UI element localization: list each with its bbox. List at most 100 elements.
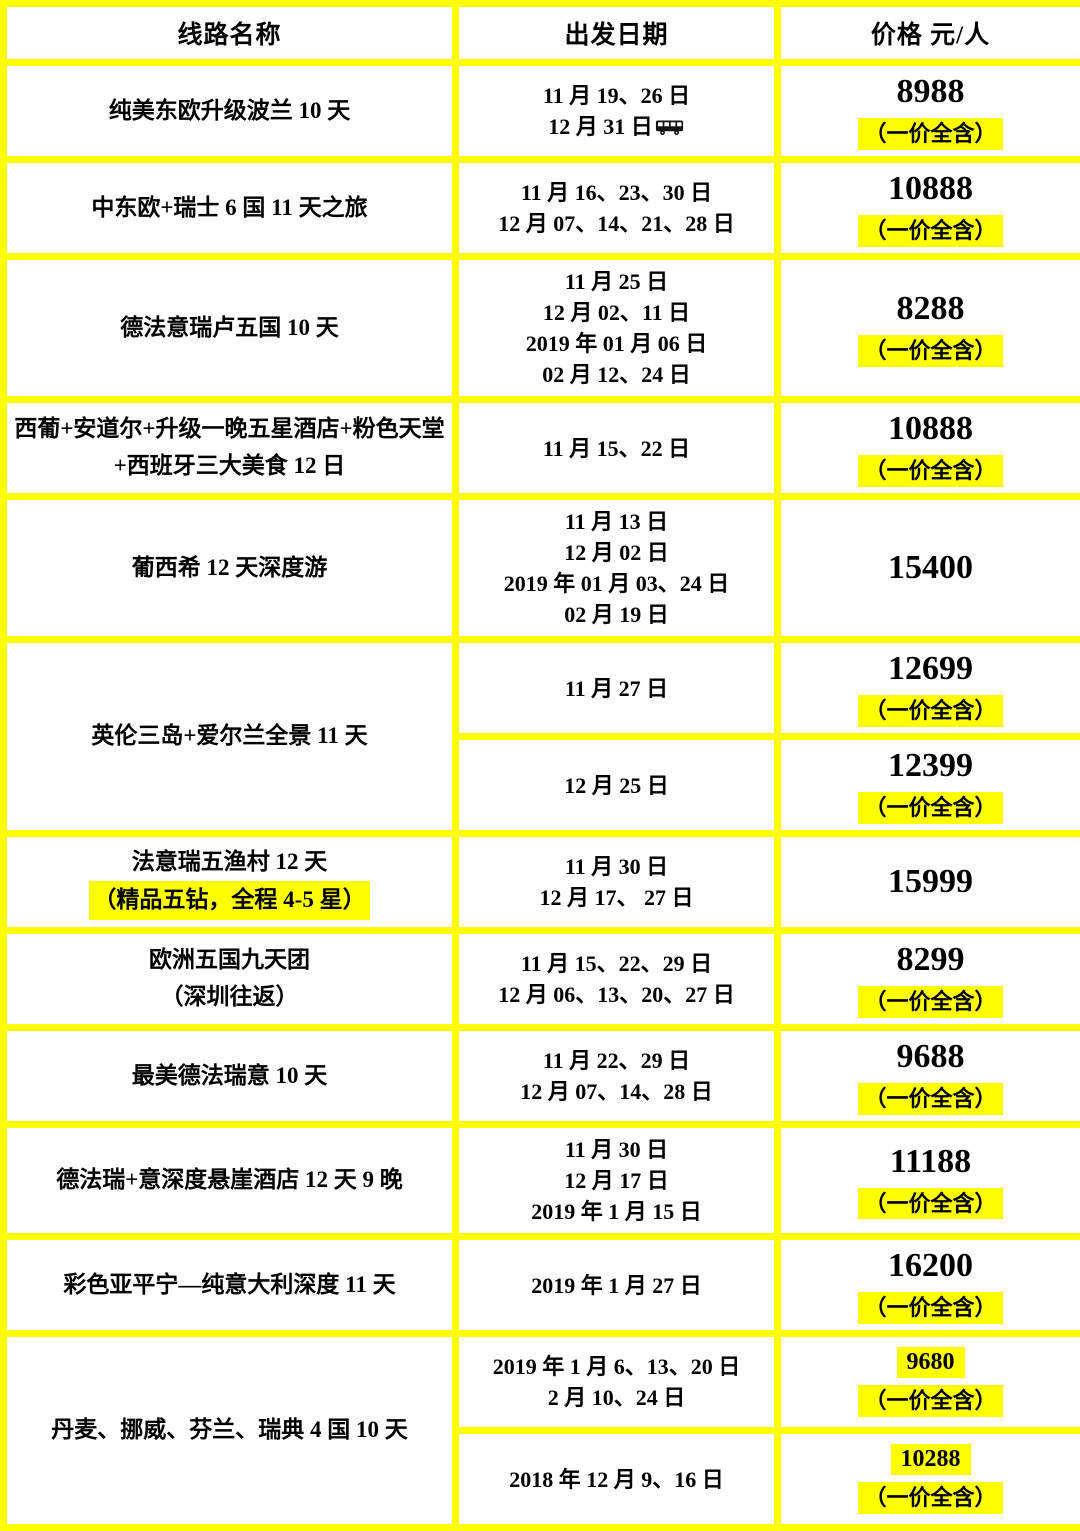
route-name-line: 彩色亚平宁—纯意大利深度 11 天 [11, 1267, 448, 1304]
departure-date-text: 2019 年 01 月 03、24 日 [504, 571, 730, 596]
departure-date-text: 12 月 06、13、20、27 日 [498, 982, 735, 1007]
price-cell: 12699 （一价全含） [778, 640, 1080, 737]
price-cell: 12399（一价全含） [778, 737, 1080, 834]
price-cell: 8988（一价全含） [778, 63, 1080, 160]
price-note-badge: （一价全含） [858, 1385, 1002, 1417]
route-name-line: 德法瑞+意深度悬崖酒店 12 天 9 晚 [11, 1162, 448, 1199]
departure-date-line: 02 月 19 日 [463, 599, 770, 630]
departure-date-cell: 11 月 27 日 [456, 640, 778, 737]
departure-date-line: 11 月 13 日 [463, 506, 770, 537]
price-note-row: （一价全含） [785, 1285, 1076, 1324]
departure-date-line: 11 月 30 日 [463, 1134, 770, 1165]
price-note-row: （一价全含） [785, 688, 1076, 727]
departure-date-text: 11 月 19、26 日 [543, 83, 690, 108]
departure-date-line: 11 月 22、29 日 [463, 1045, 770, 1076]
price-cell: 10888 （一价全含） [778, 400, 1080, 497]
price-cell: 9680（一价全含） [778, 1334, 1080, 1431]
price-cell: 9688（一价全含） [778, 1028, 1080, 1125]
route-name-cell: 葡西希 12 天深度游 [4, 497, 456, 640]
price-cell: 15400 [778, 497, 1080, 640]
departure-date-text: 12 月 17 日 [564, 1168, 669, 1193]
price-note-row: （一价全含） [785, 1076, 1076, 1115]
departure-date-cell: 11 月 15、22、29 日 12 月 06、13、20、27 日 [456, 931, 778, 1028]
price-value: 12399 [785, 746, 1076, 785]
route-name-cell: 英伦三岛+爱尔兰全景 11 天 [4, 640, 456, 834]
departure-date-text: 11 月 22、29 日 [543, 1048, 690, 1073]
departure-date-line: 11 月 16、23、30 日 [463, 177, 770, 208]
departure-date-line: 2019 年 1 月 15 日 [463, 1196, 770, 1227]
table-body: 纯美东欧升级波兰 10 天 11 月 19、26 日 12 月 31 日 8988（一… [4, 63, 1080, 1528]
price-value: 10888 [785, 409, 1076, 448]
route-name-line: （精品五钻，全程 4-5 星） [11, 881, 448, 920]
departure-date-text: 11 月 15、22 日 [543, 436, 690, 461]
route-name-line: 英伦三岛+爱尔兰全景 11 天 [11, 718, 448, 755]
price-note-badge: （一价全含） [858, 455, 1002, 487]
header-price: 价格 元/人 [778, 4, 1080, 63]
price-note-badge: （一价全含） [858, 1482, 1002, 1514]
departure-date-text: 11 月 27 日 [565, 676, 668, 701]
departure-date-text: 12 月 17、 27 日 [539, 885, 693, 910]
price-cell: 16200（一价全含） [778, 1237, 1080, 1334]
price-cell: 10288（一价全含） [778, 1431, 1080, 1528]
price-note-row: （一价全含） [785, 328, 1076, 367]
price-value: 12699 [785, 649, 1076, 688]
table-row: 西葡+安道尔+升级一晚五星酒店+粉色天堂+西班牙三大美食 12 日 11 月 15… [4, 400, 1080, 497]
departure-date-line: 2019 年 1 月 6、13、20 日 [463, 1351, 770, 1382]
departure-date-text: 11 月 30 日 [565, 1137, 668, 1162]
price-cell: 15999 [778, 834, 1080, 931]
price-value: 15400 [785, 548, 1076, 587]
price-note-row: （一价全含） [785, 208, 1076, 247]
route-name-line: 德法意瑞卢五国 10 天 [11, 310, 448, 347]
departure-date-line: 12 月 02、11 日 [463, 297, 770, 328]
departure-date-line: 12 月 17、 27 日 [463, 882, 770, 913]
price-note-row: （一价全含） [785, 1475, 1076, 1514]
departure-date-line: 12 月 17 日 [463, 1165, 770, 1196]
bus-icon [655, 117, 685, 137]
departure-date-text: 02 月 12、24 日 [542, 362, 691, 387]
route-name-cell: 法意瑞五渔村 12 天（精品五钻，全程 4-5 星） [4, 834, 456, 931]
departure-date-text: 11 月 15、22、29 日 [521, 951, 712, 976]
departure-date-text: 12 月 31 日 [548, 114, 653, 139]
departure-date-cell: 11 月 30 日 12 月 17 日 2019 年 1 月 15 日 [456, 1125, 778, 1237]
route-name-line: 葡西希 12 天深度游 [11, 550, 448, 587]
price-value: 8299 [785, 940, 1076, 979]
price-cell: 8299 （一价全含） [778, 931, 1080, 1028]
route-name-line: 法意瑞五渔村 12 天 [11, 844, 448, 881]
departure-date-cell: 11 月 19、26 日 12 月 31 日 [456, 63, 778, 160]
route-name-cell: 欧洲五国九天团（深圳往返） [4, 931, 456, 1028]
departure-date-text: 2019 年 01 月 06 日 [526, 331, 708, 356]
route-name-line: 纯美东欧升级波兰 10 天 [11, 93, 448, 130]
departure-date-line: 12 月 25 日 [463, 770, 770, 801]
price-note-badge: （一价全含） [858, 695, 1002, 727]
departure-date-line: 2 月 10、24 日 [463, 1382, 770, 1413]
departure-date-line: 11 月 19、26 日 [463, 80, 770, 111]
price-value: 16200 [785, 1246, 1076, 1285]
departure-date-line: 11 月 15、22、29 日 [463, 948, 770, 979]
table-row: 纯美东欧升级波兰 10 天 11 月 19、26 日 12 月 31 日 8988（一… [4, 63, 1080, 160]
price-note-badge: （一价全含） [858, 986, 1002, 1018]
price-note-badge: （一价全含） [858, 1188, 1002, 1220]
price-value: 15999 [785, 862, 1076, 901]
departure-date-text: 2 月 10、24 日 [548, 1385, 686, 1410]
departure-date-line: 12 月 06、13、20、27 日 [463, 979, 770, 1010]
price-note-badge: （一价全含） [858, 335, 1002, 367]
departure-date-cell: 12 月 25 日 [456, 737, 778, 834]
header-route-name: 线路名称 [4, 4, 456, 63]
departure-date-line: 12 月 02 日 [463, 537, 770, 568]
departure-date-cell: 11 月 15、22 日 [456, 400, 778, 497]
departure-date-line: 12 月 07、14、28 日 [463, 1076, 770, 1107]
route-name-line: 西葡+安道尔+升级一晚五星酒店+粉色天堂 [11, 411, 448, 448]
departure-date-text: 12 月 02、11 日 [543, 300, 690, 325]
route-name-line: +西班牙三大美食 12 日 [11, 448, 448, 485]
